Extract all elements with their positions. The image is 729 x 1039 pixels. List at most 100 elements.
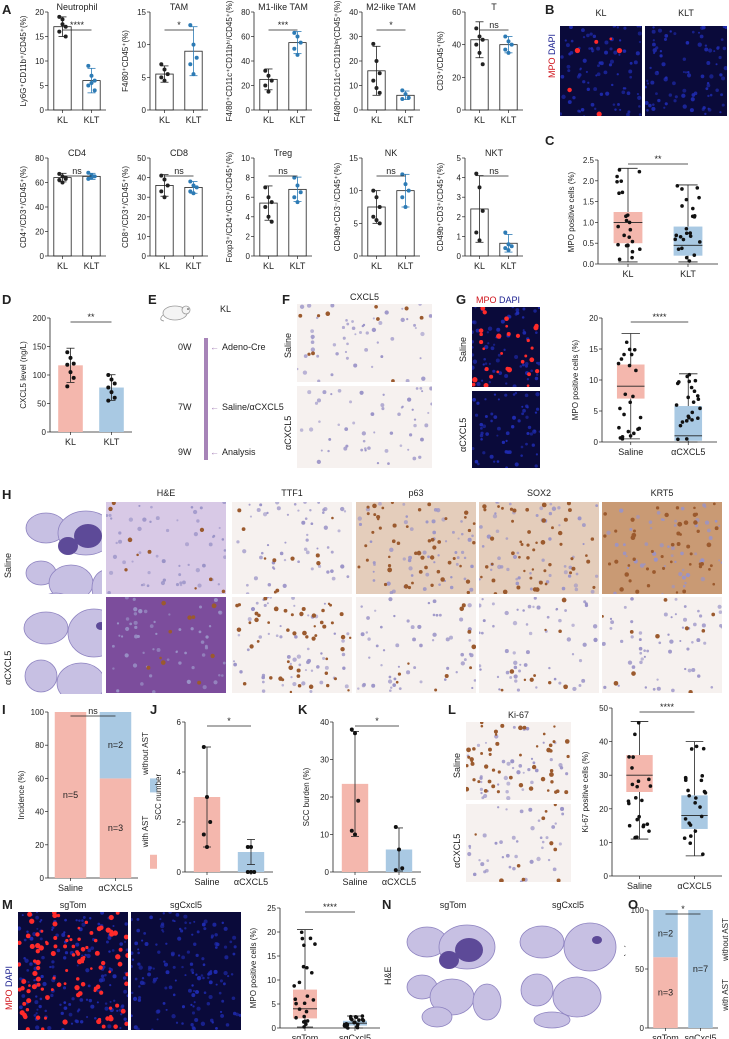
texture-mark xyxy=(357,687,360,690)
texture-mark xyxy=(188,988,192,993)
texture-mark xyxy=(653,51,656,55)
texture-mark xyxy=(460,550,465,554)
texture-mark xyxy=(522,771,525,774)
texture-mark xyxy=(645,567,650,571)
data-point xyxy=(295,34,300,39)
texture-mark xyxy=(335,352,339,356)
texture-mark xyxy=(418,569,423,574)
texture-mark xyxy=(155,516,160,521)
data-point xyxy=(302,943,306,948)
texture-mark xyxy=(550,780,554,784)
texture-mark xyxy=(680,551,684,556)
texture-mark xyxy=(266,511,269,515)
data-point xyxy=(309,970,314,975)
texture-mark xyxy=(193,942,197,946)
texture-mark xyxy=(420,437,424,442)
texture-mark xyxy=(221,589,226,594)
texture-mark xyxy=(381,407,385,411)
texture-mark xyxy=(484,415,488,418)
texture-mark xyxy=(661,592,664,594)
texture-mark xyxy=(75,950,79,954)
data-point xyxy=(686,414,691,419)
texture-mark xyxy=(376,514,381,520)
texture-mark xyxy=(652,687,656,691)
texture-mark xyxy=(558,629,562,634)
texture-mark xyxy=(605,91,610,96)
texture-mark xyxy=(671,688,675,693)
texture-mark xyxy=(567,69,571,73)
micrograph-texture xyxy=(106,502,226,594)
data-point xyxy=(406,188,411,193)
texture-mark xyxy=(364,347,369,352)
sig-label: ns xyxy=(489,166,499,176)
texture-mark xyxy=(316,314,321,318)
panel-letter-m: M xyxy=(2,897,13,912)
texture-mark xyxy=(481,379,484,382)
texture-mark xyxy=(365,558,369,562)
bar xyxy=(53,177,72,257)
texture-mark xyxy=(569,25,573,30)
data-point xyxy=(71,361,76,366)
texture-mark xyxy=(593,87,598,91)
y-tick-label: 60 xyxy=(452,8,461,17)
texture-mark xyxy=(195,973,198,976)
texture-mark xyxy=(589,32,593,36)
data-point xyxy=(691,206,695,211)
y-tick-label: 20 xyxy=(35,8,44,17)
texture-mark xyxy=(482,424,487,429)
texture-mark xyxy=(592,585,596,589)
texture-mark xyxy=(108,950,111,953)
texture-mark xyxy=(63,931,66,934)
texture-mark xyxy=(495,358,500,363)
timeline-time-2: 9W xyxy=(178,447,192,457)
data-point xyxy=(92,78,97,83)
texture-mark xyxy=(50,951,56,957)
texture-mark xyxy=(391,379,395,382)
y-tick-label: 40 xyxy=(137,174,146,183)
texture-mark xyxy=(590,537,595,541)
texture-mark xyxy=(506,761,511,766)
texture-mark xyxy=(546,789,550,792)
texture-mark xyxy=(100,910,105,915)
data-point xyxy=(684,197,689,202)
texture-mark xyxy=(679,533,682,536)
panel-l-row-saline: Saline xyxy=(452,752,462,778)
chart-title: TAM xyxy=(170,2,188,12)
texture-mark xyxy=(323,525,328,530)
texture-mark xyxy=(534,464,538,468)
legend-with-ast: with AST xyxy=(141,816,150,849)
data-point xyxy=(634,368,638,373)
texture-mark xyxy=(587,81,590,84)
panel-e-mouse-label: KL xyxy=(220,304,232,314)
texture-mark xyxy=(629,630,634,634)
texture-mark xyxy=(360,632,365,637)
texture-mark xyxy=(131,991,134,995)
texture-mark xyxy=(155,554,159,558)
texture-mark xyxy=(337,423,341,426)
texture-mark xyxy=(578,684,582,687)
texture-mark xyxy=(535,541,538,544)
texture-mark xyxy=(390,502,394,505)
texture-mark xyxy=(109,1000,112,1003)
data-point xyxy=(474,230,479,235)
texture-mark xyxy=(376,461,380,465)
texture-mark xyxy=(638,638,642,642)
y-tick-label: 10 xyxy=(137,41,146,50)
data-point xyxy=(112,395,117,400)
texture-mark xyxy=(178,927,182,931)
data-point xyxy=(622,412,626,417)
y-axis-label: SCC number xyxy=(154,774,163,821)
texture-mark xyxy=(168,985,173,990)
texture-mark xyxy=(497,398,500,401)
texture-mark xyxy=(479,340,484,345)
texture-mark xyxy=(116,689,120,693)
y-tick-label: 0 xyxy=(246,252,251,261)
texture-mark xyxy=(488,747,492,752)
texture-mark xyxy=(310,669,314,672)
texture-mark xyxy=(207,976,210,980)
texture-mark xyxy=(356,502,476,594)
data-point xyxy=(690,418,694,422)
y-tick-label: 0 xyxy=(354,252,359,261)
texture-mark xyxy=(398,687,402,691)
